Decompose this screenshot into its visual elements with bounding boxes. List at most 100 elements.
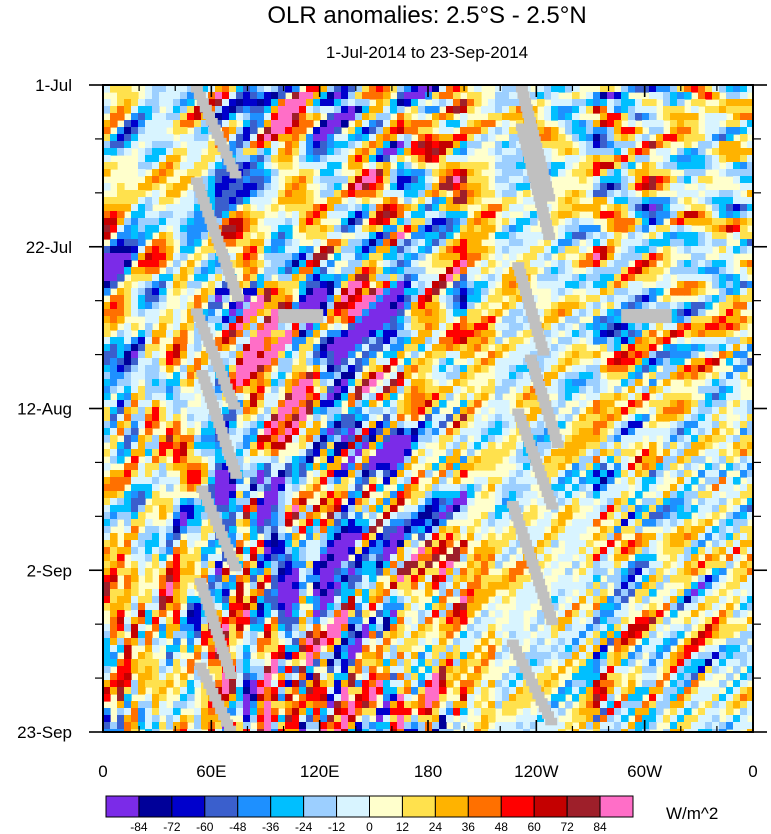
field-cell bbox=[726, 127, 734, 135]
field-cell bbox=[656, 414, 664, 422]
field-cell bbox=[600, 316, 608, 324]
field-cell bbox=[684, 435, 692, 443]
field-cell bbox=[460, 253, 468, 261]
field-cell bbox=[264, 456, 272, 464]
field-cell bbox=[446, 260, 454, 268]
field-cell bbox=[257, 85, 265, 93]
field-cell bbox=[236, 505, 244, 513]
field-cell bbox=[411, 239, 419, 247]
field-cell bbox=[446, 435, 454, 443]
field-cell bbox=[159, 463, 167, 471]
field-cell bbox=[145, 393, 153, 401]
field-cell bbox=[404, 435, 412, 443]
field-cell bbox=[376, 442, 384, 450]
field-cell bbox=[593, 470, 601, 478]
field-cell bbox=[432, 386, 440, 394]
field-cell bbox=[166, 316, 174, 324]
field-cell bbox=[236, 183, 244, 191]
field-cell bbox=[726, 519, 734, 527]
field-cell bbox=[348, 281, 356, 289]
field-cell bbox=[614, 309, 622, 317]
field-cell bbox=[432, 519, 440, 527]
field-cell bbox=[502, 365, 510, 373]
field-cell bbox=[306, 211, 314, 219]
field-cell bbox=[390, 316, 398, 324]
field-cell bbox=[733, 204, 741, 212]
field-cell bbox=[110, 134, 118, 142]
field-cell bbox=[341, 393, 349, 401]
field-cell bbox=[103, 421, 111, 429]
field-cell bbox=[117, 512, 125, 520]
field-cell bbox=[621, 169, 629, 177]
field-cell bbox=[474, 344, 482, 352]
field-cell bbox=[355, 211, 363, 219]
field-cell bbox=[698, 505, 706, 513]
field-cell bbox=[292, 190, 300, 198]
field-cell bbox=[642, 162, 650, 170]
field-cell bbox=[334, 379, 342, 387]
field-cell bbox=[698, 386, 706, 394]
field-cell bbox=[586, 491, 594, 499]
field-cell bbox=[306, 435, 314, 443]
field-cell bbox=[299, 99, 307, 107]
field-cell bbox=[264, 113, 272, 121]
field-cell bbox=[502, 302, 510, 310]
field-cell bbox=[411, 421, 419, 429]
field-cell bbox=[397, 407, 405, 415]
field-cell bbox=[670, 183, 678, 191]
field-cell bbox=[593, 176, 601, 184]
field-cell bbox=[467, 344, 475, 352]
field-cell bbox=[138, 463, 146, 471]
field-cell bbox=[334, 127, 342, 135]
field-cell bbox=[138, 99, 146, 107]
field-cell bbox=[474, 463, 482, 471]
field-cell bbox=[369, 246, 377, 254]
field-cell bbox=[320, 337, 328, 345]
field-cell bbox=[250, 400, 258, 408]
field-cell bbox=[306, 106, 314, 114]
field-cell bbox=[131, 379, 139, 387]
field-cell bbox=[656, 393, 664, 401]
field-cell bbox=[460, 155, 468, 163]
field-cell bbox=[614, 190, 622, 198]
field-cell bbox=[383, 281, 391, 289]
field-cell bbox=[397, 379, 405, 387]
field-cell bbox=[516, 442, 524, 450]
field-cell bbox=[264, 428, 272, 436]
field-cell bbox=[726, 134, 734, 142]
field-cell bbox=[124, 421, 132, 429]
field-cell bbox=[131, 484, 139, 492]
field-cell bbox=[474, 232, 482, 240]
field-cell bbox=[418, 512, 426, 520]
field-cell bbox=[299, 351, 307, 359]
field-cell bbox=[271, 225, 279, 233]
field-cell bbox=[264, 400, 272, 408]
field-cell bbox=[138, 134, 146, 142]
field-cell bbox=[481, 274, 489, 282]
field-cell bbox=[600, 120, 608, 128]
field-cell bbox=[523, 372, 531, 380]
field-cell bbox=[341, 148, 349, 156]
field-cell bbox=[656, 302, 664, 310]
field-cell bbox=[628, 183, 636, 191]
field-cell bbox=[453, 470, 461, 478]
field-cell bbox=[635, 372, 643, 380]
field-cell bbox=[341, 113, 349, 121]
field-cell bbox=[243, 99, 251, 107]
field-cell bbox=[236, 99, 244, 107]
field-cell bbox=[173, 155, 181, 163]
field-cell bbox=[726, 309, 734, 317]
field-cell bbox=[376, 183, 384, 191]
field-cell bbox=[404, 484, 412, 492]
field-cell bbox=[278, 302, 286, 310]
field-cell bbox=[698, 491, 706, 499]
field-cell bbox=[383, 477, 391, 485]
field-cell bbox=[369, 225, 377, 233]
field-cell bbox=[628, 519, 636, 527]
field-cell bbox=[292, 281, 300, 289]
field-cell bbox=[481, 407, 489, 415]
field-cell bbox=[187, 414, 195, 422]
field-cell bbox=[145, 288, 153, 296]
field-cell bbox=[117, 421, 125, 429]
field-cell bbox=[194, 281, 202, 289]
